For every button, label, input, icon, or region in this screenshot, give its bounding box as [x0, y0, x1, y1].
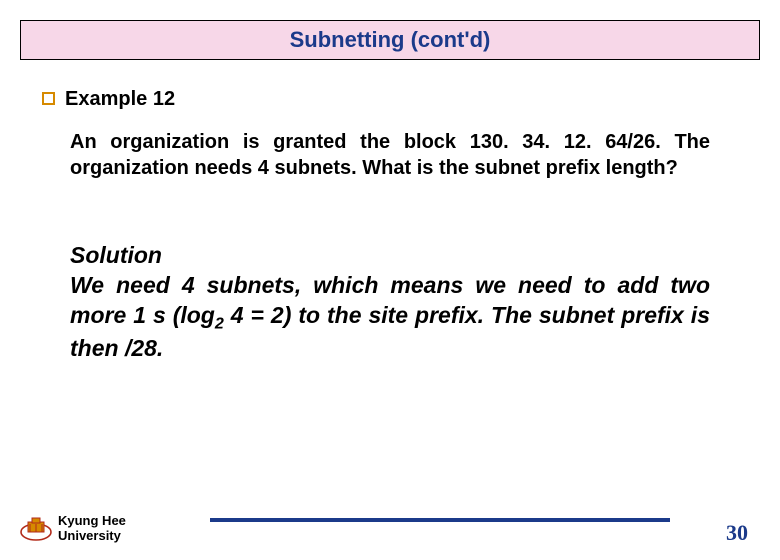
problem-text: An organization is granted the block 130… — [70, 129, 710, 181]
example-heading-row: Example 12 — [42, 88, 780, 111]
example-label: Example 12 — [65, 88, 175, 111]
university-logo-icon — [18, 516, 54, 542]
slide-title: Subnetting (cont'd) — [290, 27, 491, 52]
footer-rule — [210, 518, 670, 522]
slide-title-bar: Subnetting (cont'd) — [20, 20, 760, 60]
page-number: 30 — [726, 520, 748, 546]
solution-body: We need 4 subnets, which means we need t… — [70, 272, 710, 361]
solution-label: Solution — [70, 241, 710, 271]
solution-subscript: 2 — [215, 314, 224, 332]
solution-block: Solution We need 4 subnets, which means … — [70, 241, 710, 364]
bullet-square-icon — [42, 92, 55, 105]
footer: Kyung Hee University 30 — [0, 494, 780, 542]
